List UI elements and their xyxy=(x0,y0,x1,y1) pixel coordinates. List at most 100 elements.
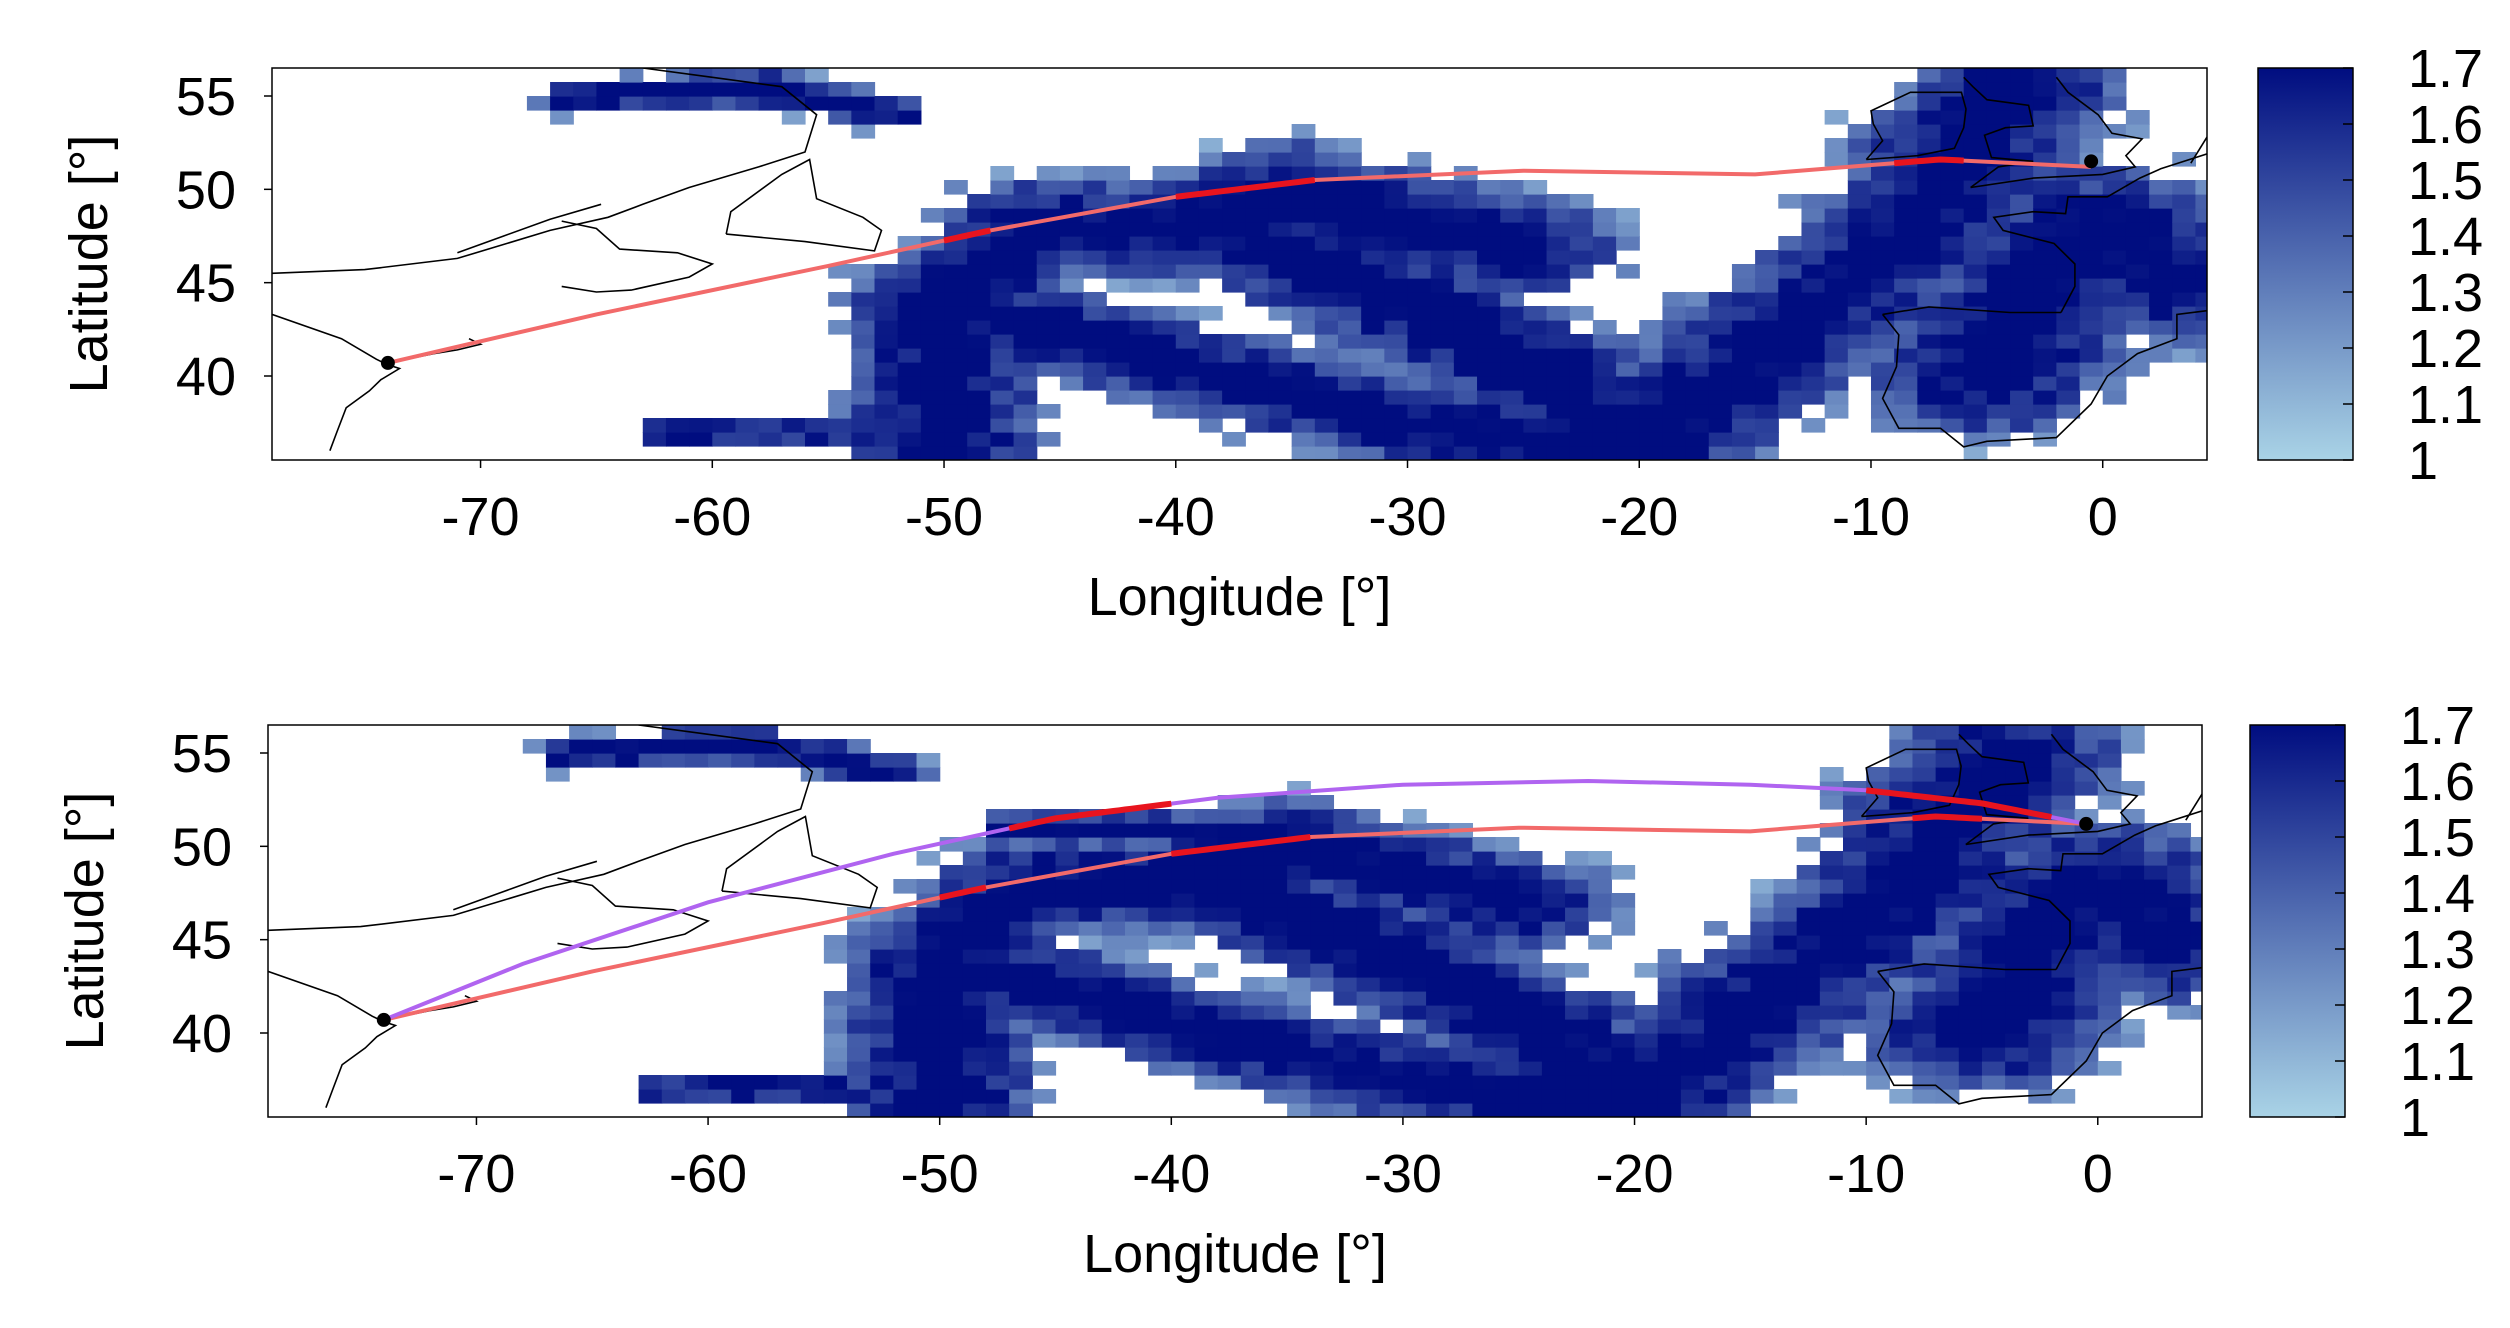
heatmap-cell xyxy=(1940,166,1965,181)
heatmap-cell xyxy=(1981,963,2006,978)
heatmap-cell xyxy=(893,935,918,950)
heatmap-cell xyxy=(1194,893,1219,908)
heatmap-cell xyxy=(944,404,968,419)
heatmap-cell xyxy=(545,767,570,782)
heatmap-cell xyxy=(1407,236,1432,251)
heatmap-cell xyxy=(939,1019,964,1034)
heatmap-cell xyxy=(990,334,1015,349)
heatmap-cell xyxy=(2120,991,2145,1006)
heatmap-cell xyxy=(1407,180,1432,195)
heatmap-cell xyxy=(1291,446,1316,460)
heatmap-cell xyxy=(1616,404,1640,419)
heatmap-cell xyxy=(1453,432,1478,447)
heatmap-cell xyxy=(1569,208,1594,223)
heatmap-cell xyxy=(1430,362,1455,377)
heatmap-cell xyxy=(1731,376,1756,391)
heatmap-cell xyxy=(1935,865,1960,880)
heatmap-cell xyxy=(916,1075,941,1090)
heatmap-cell xyxy=(847,991,871,1006)
heatmap-cell xyxy=(2005,879,2029,894)
heatmap-cell xyxy=(1917,362,1942,377)
heatmap-cell xyxy=(1981,767,2006,782)
heatmap-cell xyxy=(1750,1019,1775,1034)
heatmap-cell xyxy=(1245,222,1270,237)
heatmap-cell xyxy=(1685,418,1710,433)
heatmap-cell xyxy=(1083,348,1107,363)
heatmap-cell xyxy=(1222,250,1246,265)
heatmap-cell xyxy=(1426,1033,1450,1048)
heatmap-cell xyxy=(2028,725,2053,740)
heatmap-cell xyxy=(916,753,941,768)
heatmap-cell xyxy=(939,1089,964,1104)
heatmap-cell xyxy=(1245,390,1270,405)
heatmap-cell xyxy=(967,376,991,391)
heatmap-cell xyxy=(1245,194,1270,209)
heatmap-cell xyxy=(1986,418,2011,433)
heatmap-cell xyxy=(1477,334,1501,349)
heatmap-cell xyxy=(1106,390,1131,405)
heatmap-cell xyxy=(1402,1005,1427,1020)
heatmap-cell xyxy=(1963,278,1988,293)
heatmap-cell xyxy=(2079,250,2104,265)
heatmap-cell xyxy=(1541,1019,1566,1034)
colorbar-tick-label: 1.4 xyxy=(2400,864,2475,924)
heatmap-cell xyxy=(2149,348,2173,363)
heatmap-cell xyxy=(1958,1033,1983,1048)
heatmap-cell xyxy=(684,739,709,754)
heatmap-cell xyxy=(1592,250,1617,265)
heatmap-cell xyxy=(1361,376,1385,391)
heatmap-cell xyxy=(1755,362,1779,377)
heatmap-cell xyxy=(1755,292,1779,307)
heatmap-cell xyxy=(1240,795,1265,810)
heatmap-cell xyxy=(1175,348,1200,363)
heatmap-cell xyxy=(1801,194,1826,209)
heatmap-cell xyxy=(1198,362,1223,377)
heatmap-cell xyxy=(1245,376,1270,391)
heatmap-cell xyxy=(1106,306,1131,321)
heatmap-cell xyxy=(2195,222,2207,237)
heatmap-cell xyxy=(1634,1061,1659,1076)
heatmap-cell xyxy=(1986,334,2011,349)
heatmap-cell xyxy=(1198,208,1223,223)
heatmap-cell xyxy=(1291,292,1316,307)
heatmap-cell xyxy=(1685,292,1710,307)
heatmap-cell xyxy=(1129,222,1154,237)
heatmap-cell xyxy=(1819,949,1844,964)
heatmap-cell xyxy=(893,907,918,922)
heatmap-cell xyxy=(1477,390,1501,405)
heatmap-cell xyxy=(1314,292,1339,307)
heatmap-cell xyxy=(2079,376,2104,391)
heatmap-cell xyxy=(1198,222,1223,237)
heatmap-cell xyxy=(1917,418,1942,433)
heatmap-cell xyxy=(1801,264,1826,279)
heatmap-cell xyxy=(1523,320,1548,335)
heatmap-cell xyxy=(1912,837,1937,852)
heatmap-cell xyxy=(1616,390,1640,405)
heatmap-cell xyxy=(1152,334,1177,349)
heatmap-cell xyxy=(1036,166,1061,181)
heatmap-cell xyxy=(962,1033,987,1048)
heatmap-cell xyxy=(2120,949,2145,964)
heatmap-cell xyxy=(920,432,945,447)
heatmap-cell xyxy=(962,949,987,964)
heatmap-cell xyxy=(1639,432,1664,447)
routes xyxy=(383,778,2087,1022)
heatmap-cell xyxy=(1495,921,1520,936)
heatmap-cell xyxy=(874,306,899,321)
heatmap-cell xyxy=(1337,138,1362,153)
heatmap-cell xyxy=(990,376,1015,391)
heatmap-cell xyxy=(712,82,737,97)
heatmap-cell xyxy=(1240,907,1265,922)
heatmap-cell xyxy=(2167,991,2192,1006)
heatmap-cell xyxy=(851,96,876,111)
heatmap-cell xyxy=(1894,250,1918,265)
heatmap-cell xyxy=(967,194,991,209)
heatmap-cell xyxy=(1634,1089,1659,1104)
heatmap-cell xyxy=(1291,320,1316,335)
heatmap-cell xyxy=(1731,264,1756,279)
heatmap-cell xyxy=(2125,264,2150,279)
heatmap-cell xyxy=(1912,879,1937,894)
heatmap-cell xyxy=(1500,404,1524,419)
heatmap-cell xyxy=(2028,767,2053,782)
heatmap-cell xyxy=(1333,879,1358,894)
